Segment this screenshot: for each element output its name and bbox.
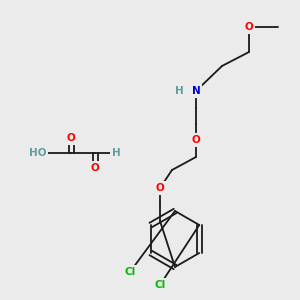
Text: O: O	[67, 133, 75, 143]
Text: O: O	[156, 183, 164, 193]
Text: O: O	[244, 22, 253, 32]
Text: Cl: Cl	[124, 267, 136, 277]
Text: O: O	[91, 163, 99, 173]
Text: H: H	[175, 86, 183, 96]
Text: H: H	[112, 148, 120, 158]
Text: HO: HO	[29, 148, 47, 158]
Text: N: N	[192, 86, 200, 96]
Text: Cl: Cl	[154, 280, 166, 290]
Text: O: O	[192, 135, 200, 145]
